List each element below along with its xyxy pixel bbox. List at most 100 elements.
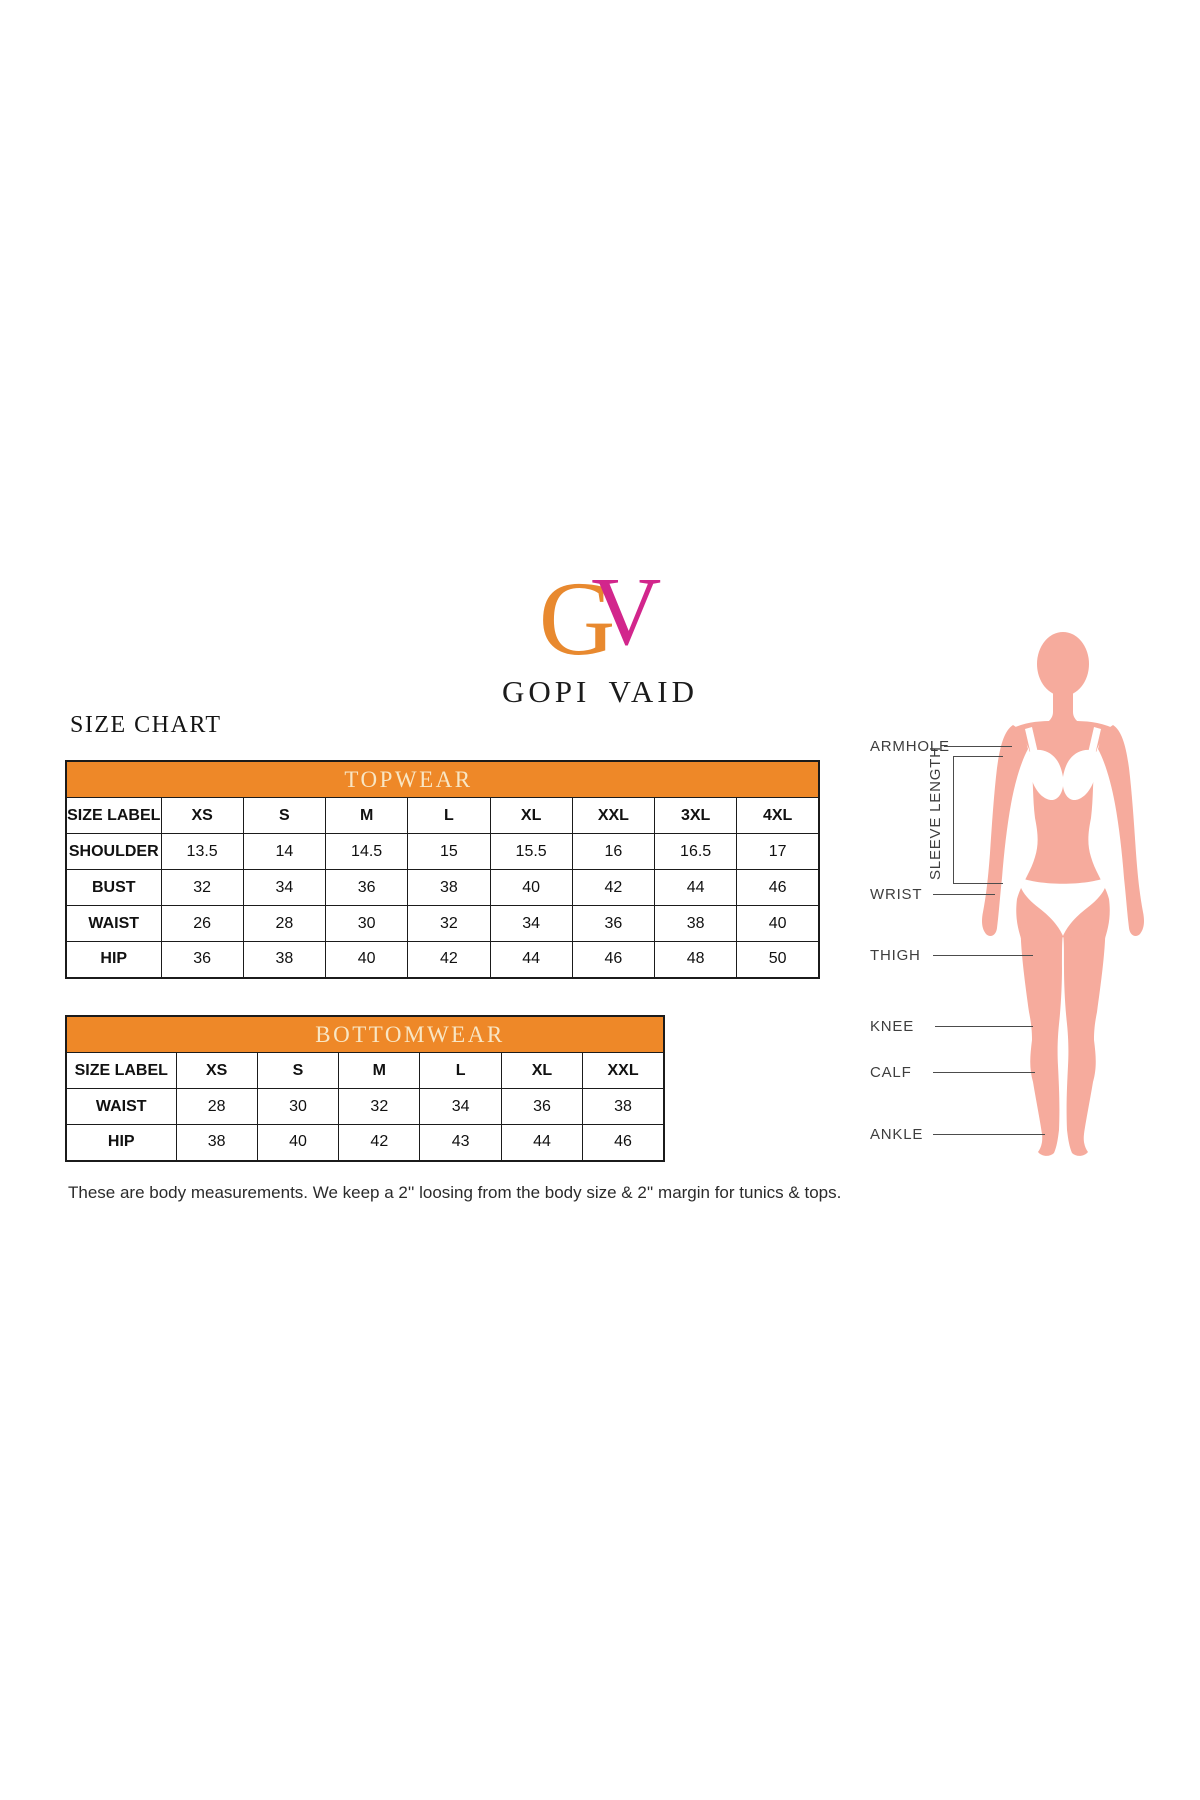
logo-letter-g: G xyxy=(538,560,616,677)
table-row: SHOULDER 13.5 14 14.5 15 15.5 16 16.5 17 xyxy=(65,833,820,870)
column-header: 4XL xyxy=(736,797,820,834)
label-calf: CALF xyxy=(870,1064,912,1081)
table-row: HIP 38 40 42 43 44 46 xyxy=(65,1124,665,1161)
bottomwear-header-band: BOTTOMWEAR xyxy=(65,1015,665,1053)
size-value: 44 xyxy=(500,1124,584,1161)
woman-silhouette xyxy=(982,632,1144,1156)
label-armhole: ARMHOLE xyxy=(870,738,950,755)
figure-left-arm xyxy=(982,725,1028,936)
row-label: SHOULDER xyxy=(65,833,162,870)
size-value: 36 xyxy=(571,905,656,942)
figure-bra-strap-left xyxy=(1025,727,1038,755)
row-label: BUST xyxy=(65,869,162,906)
brand-name: GOPI VAID xyxy=(501,674,699,709)
bottomwear-title: BOTTOMWEAR xyxy=(315,1022,505,1047)
size-value: 16 xyxy=(571,833,656,870)
label-sleeve-length: SLEEVE LENGTH xyxy=(927,746,944,880)
bottomwear-table: BOTTOMWEAR SIZE LABEL XS S M L XL XXL WAIST 28 30 3… xyxy=(65,1015,665,1162)
measurement-note: These are body measurements. We keep a 2… xyxy=(68,1183,842,1202)
row-label: HIP xyxy=(65,1124,177,1161)
size-value: 36 xyxy=(324,869,409,906)
column-header: XS xyxy=(175,1052,258,1089)
size-value: 38 xyxy=(653,905,738,942)
size-value: 28 xyxy=(175,1088,258,1125)
size-value: 15 xyxy=(407,833,491,870)
figure-bra-strap-right xyxy=(1088,727,1101,755)
size-value: 40 xyxy=(736,905,820,942)
size-value: 48 xyxy=(653,941,738,978)
size-value: 14.5 xyxy=(324,833,409,870)
size-value: 13.5 xyxy=(160,833,244,870)
figure-torso xyxy=(1013,720,1113,951)
column-header: L xyxy=(407,797,491,834)
wrist-pointer-line xyxy=(933,894,995,895)
figure-bra xyxy=(1027,749,1099,801)
size-value: 15.5 xyxy=(489,833,573,870)
column-header: XL xyxy=(489,797,573,834)
row-label: HIP xyxy=(65,941,162,978)
size-value: 34 xyxy=(419,1088,502,1125)
thigh-pointer-line xyxy=(933,955,1033,956)
size-value: 42 xyxy=(407,941,491,978)
table-row: HIP 36 38 40 42 44 46 48 50 xyxy=(65,941,820,978)
column-header: XXL xyxy=(571,797,656,834)
size-value: 40 xyxy=(256,1124,340,1161)
size-value: 14 xyxy=(242,833,327,870)
size-value: 26 xyxy=(160,905,244,942)
label-thigh: THIGH xyxy=(870,947,921,964)
page-title: SIZE CHART xyxy=(70,712,222,738)
column-header: M xyxy=(338,1052,421,1089)
size-value: 40 xyxy=(324,941,409,978)
size-value: 32 xyxy=(160,869,244,906)
size-value: 46 xyxy=(571,941,656,978)
calf-pointer-line xyxy=(933,1072,1035,1073)
size-value: 32 xyxy=(338,1088,421,1125)
size-value: 34 xyxy=(242,869,327,906)
figure-neck xyxy=(1043,684,1083,725)
size-value: 38 xyxy=(582,1088,665,1125)
column-header: S xyxy=(256,1052,340,1089)
armhole-pointer-line xyxy=(944,746,1012,747)
column-header: XS xyxy=(160,797,244,834)
column-header: L xyxy=(419,1052,502,1089)
row-label: WAIST xyxy=(65,1088,177,1125)
size-value: 36 xyxy=(160,941,244,978)
size-value: 44 xyxy=(653,869,738,906)
figure-right-leg xyxy=(1063,918,1106,1156)
size-value: 50 xyxy=(736,941,820,978)
size-value: 28 xyxy=(242,905,327,942)
logo-letter-v: V xyxy=(591,558,662,665)
size-value: 46 xyxy=(736,869,820,906)
size-value: 34 xyxy=(489,905,573,942)
ankle-pointer-line xyxy=(933,1134,1045,1135)
size-value: 38 xyxy=(242,941,327,978)
label-wrist: WRIST xyxy=(870,886,923,903)
row-label: WAIST xyxy=(65,905,162,942)
column-header: S xyxy=(242,797,327,834)
size-value: 16.5 xyxy=(653,833,738,870)
size-value: 36 xyxy=(500,1088,584,1125)
column-header: M xyxy=(324,797,409,834)
size-value: 17 xyxy=(736,833,820,870)
figure-panties xyxy=(1018,877,1108,936)
topwear-header-band: TOPWEAR xyxy=(65,760,820,798)
size-value: 30 xyxy=(256,1088,340,1125)
size-value: 38 xyxy=(175,1124,258,1161)
figure-right-arm xyxy=(1098,725,1144,936)
size-value: 46 xyxy=(582,1124,665,1161)
size-value: 42 xyxy=(338,1124,421,1161)
size-value: 44 xyxy=(489,941,573,978)
column-header: 3XL xyxy=(653,797,738,834)
table-row: BUST 32 34 36 38 40 42 44 46 xyxy=(65,869,820,906)
size-value: 40 xyxy=(489,869,573,906)
topwear-title: TOPWEAR xyxy=(344,767,473,792)
size-value: 42 xyxy=(571,869,656,906)
size-value: 32 xyxy=(407,905,491,942)
column-header: XXL xyxy=(582,1052,665,1089)
table-row: WAIST 26 28 30 32 34 36 38 40 xyxy=(65,905,820,942)
brand-logo: G V xyxy=(538,560,662,677)
figure-left-leg xyxy=(1020,918,1063,1156)
figure-head xyxy=(1037,632,1089,696)
knee-pointer-line xyxy=(935,1026,1033,1027)
